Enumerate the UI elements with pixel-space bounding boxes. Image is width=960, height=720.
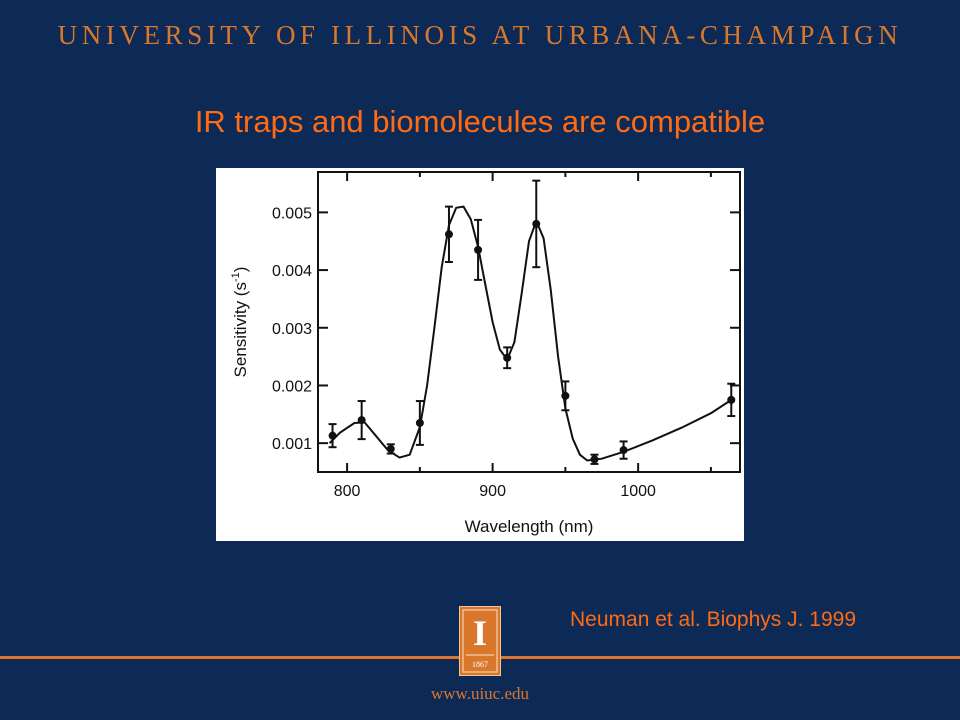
data-point <box>532 219 541 228</box>
slide-title: IR traps and biomolecules are compatible <box>194 104 766 139</box>
data-point <box>444 230 453 239</box>
data-point <box>590 455 599 464</box>
block-i-logo-icon: I 1867 <box>462 609 498 673</box>
institution-header: UNIVERSITY OF ILLINOIS AT URBANA-CHAMPAI… <box>57 20 903 50</box>
y-tick-label: 0.004 <box>272 263 312 280</box>
y-tick-label: 0.005 <box>272 205 312 222</box>
plot-frame <box>317 171 741 473</box>
data-point <box>561 391 570 400</box>
x-axis-ticks: 800 900 1000 <box>334 172 712 500</box>
data-point <box>415 418 424 427</box>
chart-canvas: 800 900 1000 0.001 0.002 0.003 0.004 0.005 Wav… <box>230 171 741 536</box>
y-tick-label: 0.001 <box>272 436 312 453</box>
sensitivity-chart: 800 900 1000 0.001 0.002 0.003 0.004 0.005 Wav… <box>216 168 744 541</box>
x-tick-label: 1000 <box>620 483 656 500</box>
y-axis-ticks: 0.001 0.002 0.003 0.004 0.005 <box>272 205 740 453</box>
logo-year: 1867 <box>472 660 488 669</box>
y-tick-label: 0.003 <box>272 321 312 338</box>
data-point <box>328 431 337 440</box>
y-axis-label-end: ) <box>231 267 250 273</box>
logo-letter: I <box>473 613 487 653</box>
y-axis-label-base: Sensitivity (s <box>231 282 250 377</box>
y-axis-label-exponent: -1 <box>230 272 242 282</box>
data-point <box>727 395 736 404</box>
university-logo: I 1867 <box>459 606 501 676</box>
data-point <box>357 416 366 425</box>
x-tick-label: 800 <box>334 483 361 500</box>
footer-url[interactable]: www.uiuc.edu <box>430 684 530 703</box>
data-point <box>474 245 483 254</box>
fit-curve <box>328 205 732 462</box>
data-point <box>619 446 628 455</box>
data-point <box>386 444 395 453</box>
error-bars <box>328 179 736 465</box>
citation-text: Neuman et al. Biophys J. 1999 <box>570 608 857 631</box>
data-points <box>328 219 736 464</box>
y-tick-label: 0.002 <box>272 378 312 395</box>
y-axis-label: Sensitivity (s-1) <box>230 267 250 378</box>
x-axis-label: Wavelength (nm) <box>465 517 594 536</box>
data-point <box>503 353 512 362</box>
x-tick-label: 900 <box>479 483 506 500</box>
